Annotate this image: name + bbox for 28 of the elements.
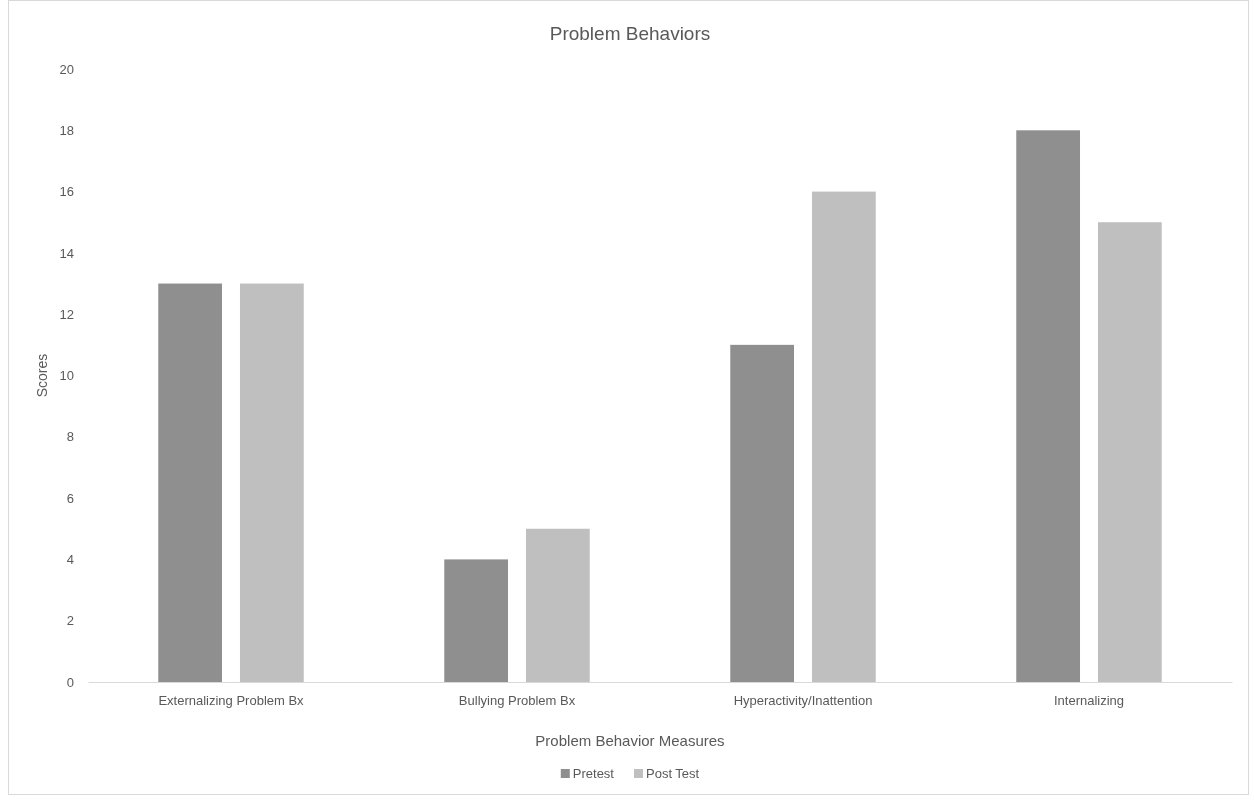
- y-tick-label: 12: [59, 306, 74, 322]
- x-tick-label: Bullying Problem Bx: [458, 693, 576, 709]
- x-axis-title: Problem Behavior Measures: [535, 732, 725, 749]
- x-tick-label: Externalizing Problem Bx: [158, 693, 305, 709]
- y-tick-label: 16: [59, 184, 74, 200]
- bar: [158, 283, 223, 682]
- bar: [525, 528, 590, 682]
- x-tick-label: Hyperactivity/Inattention: [733, 693, 873, 709]
- y-tick-label: 18: [59, 122, 74, 138]
- bar: [811, 191, 876, 682]
- y-tick-label: 4: [66, 552, 74, 568]
- bar: [1097, 222, 1162, 682]
- legend-label: Post Test: [645, 766, 700, 781]
- y-tick-label: 0: [66, 674, 74, 690]
- y-tick-label: 6: [66, 490, 74, 506]
- y-tick-label: 10: [59, 368, 74, 384]
- chart-title: Problem Behaviors: [549, 23, 711, 44]
- bar: [239, 283, 304, 682]
- x-tick-label: Internalizing: [1053, 693, 1125, 709]
- y-axis-title: Scores: [34, 353, 50, 398]
- y-tick-label: 20: [59, 61, 74, 77]
- y-tick-label: 8: [66, 429, 74, 445]
- bar: [1016, 130, 1081, 682]
- y-tick-label: 14: [59, 245, 74, 261]
- y-tick-label: 2: [66, 613, 74, 629]
- bar: [444, 559, 509, 682]
- legend-label: Pretest: [572, 766, 615, 781]
- bar: [730, 344, 795, 682]
